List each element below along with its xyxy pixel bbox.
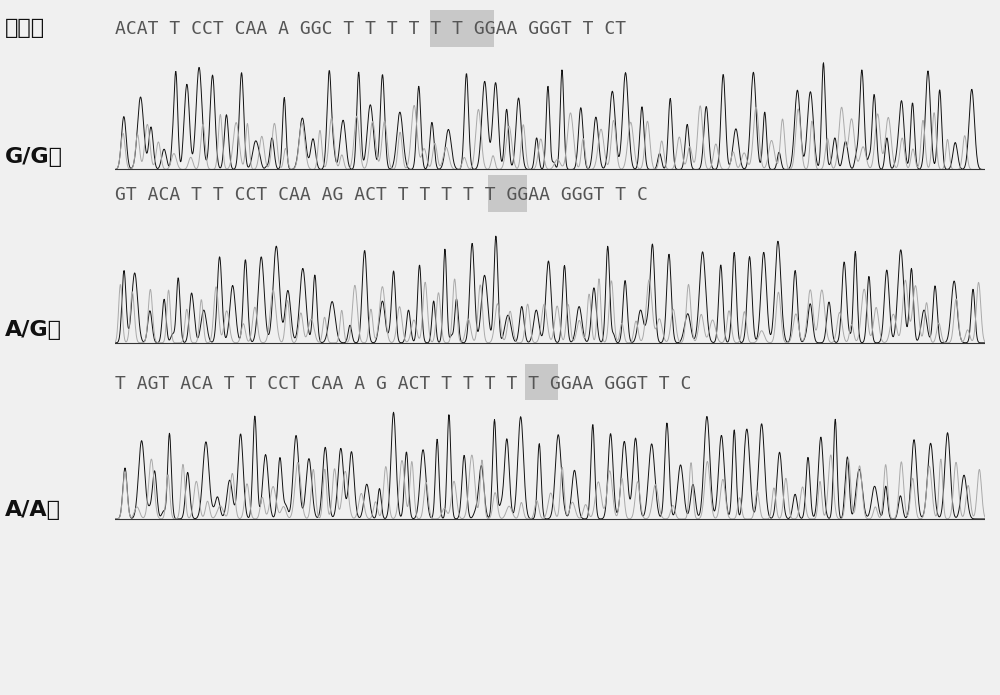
Text: T AGT ACA T T CCT CAA A G ACT T T T T T GGAA GGGT T C: T AGT ACA T T CCT CAA A G ACT T T T T T … <box>115 375 691 393</box>
Bar <box>525 363 558 400</box>
Text: A/G型: A/G型 <box>5 320 62 340</box>
Text: ACAT T CCT CAA A GGC T T T T T T GGAA GGGT T CT: ACAT T CCT CAA A GGC T T T T T T GGAA GG… <box>115 19 626 38</box>
Text: G/G型: G/G型 <box>5 147 63 167</box>
Text: 基因型: 基因型 <box>5 19 45 38</box>
Bar <box>430 10 494 47</box>
Text: A/A型: A/A型 <box>5 500 61 520</box>
Bar <box>488 175 527 211</box>
Text: GT ACA T T CCT CAA AG ACT T T T T T GGAA GGGT T C: GT ACA T T CCT CAA AG ACT T T T T T GGAA… <box>115 186 648 204</box>
